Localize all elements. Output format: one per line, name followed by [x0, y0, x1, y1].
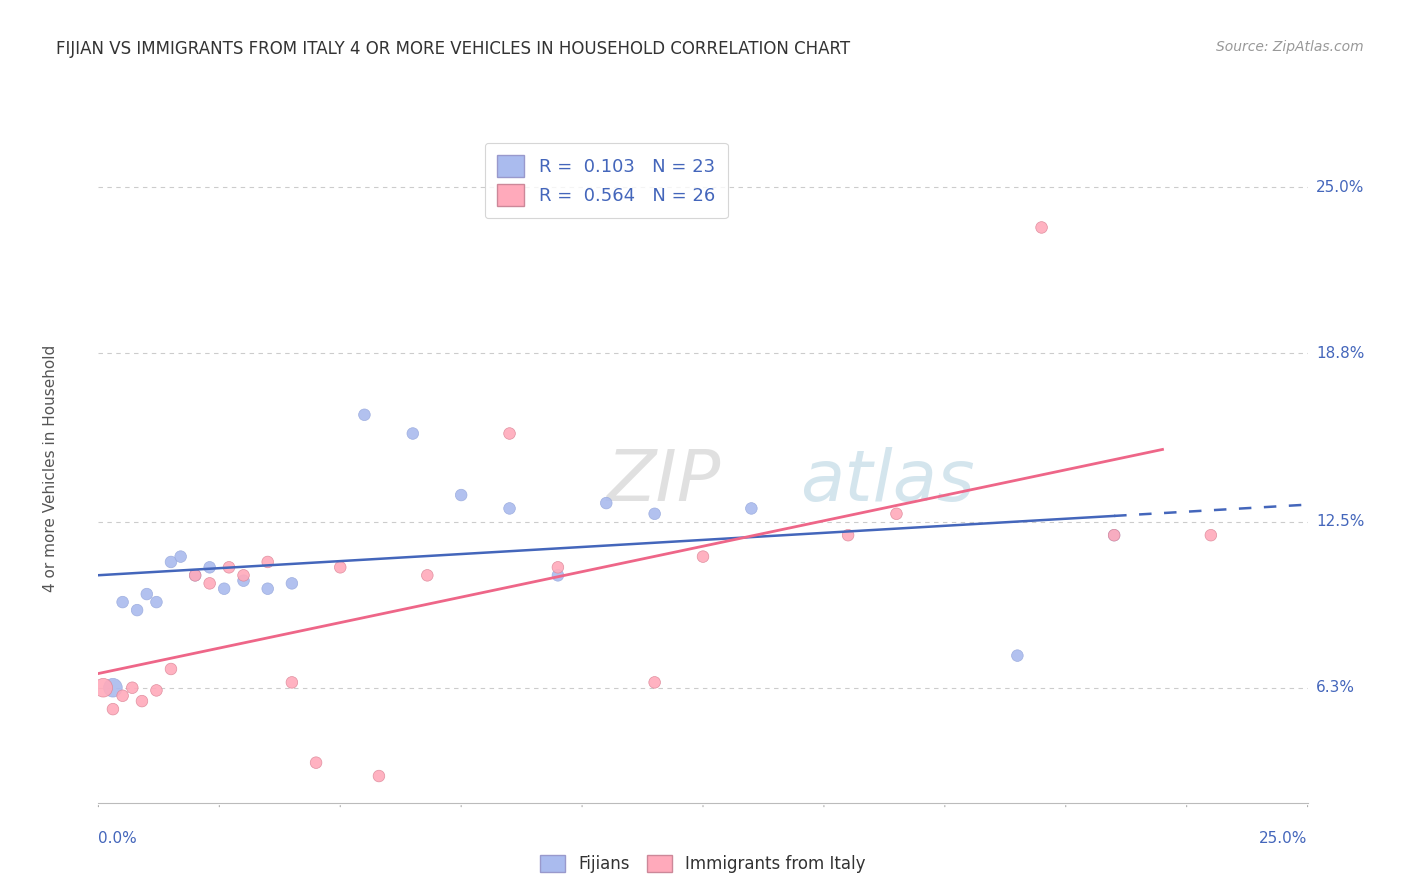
Point [547, 568, 569, 582]
Text: 6.3%: 6.3% [1316, 681, 1355, 695]
Point [218, 560, 240, 574]
Point [547, 560, 569, 574]
Text: 25.0%: 25.0% [1316, 180, 1364, 194]
Point [416, 568, 439, 582]
Point [198, 560, 221, 574]
Point [212, 582, 235, 596]
Point [145, 595, 167, 609]
Point [184, 568, 207, 582]
Point [127, 603, 149, 617]
Point [498, 501, 520, 516]
Point [498, 426, 520, 441]
Point [145, 683, 167, 698]
Point [1102, 528, 1125, 542]
Text: atlas: atlas [800, 447, 974, 516]
Point [121, 681, 143, 695]
Point [91, 681, 114, 695]
Point [644, 507, 666, 521]
Point [281, 576, 304, 591]
Text: Source: ZipAtlas.com: Source: ZipAtlas.com [1216, 40, 1364, 54]
Point [111, 595, 134, 609]
Point [111, 689, 134, 703]
Point [305, 756, 328, 770]
Point [184, 568, 207, 582]
Point [160, 662, 183, 676]
Point [740, 501, 762, 516]
Point [135, 587, 157, 601]
Text: 18.8%: 18.8% [1316, 346, 1364, 360]
Point [101, 702, 124, 716]
Point [169, 549, 191, 564]
Text: ZIP: ZIP [606, 447, 721, 516]
Point [256, 555, 278, 569]
Point [353, 408, 375, 422]
Point [256, 582, 278, 596]
Point [160, 555, 183, 569]
Point [402, 426, 425, 441]
Text: 4 or more Vehicles in Household: 4 or more Vehicles in Household [42, 344, 58, 592]
Point [281, 675, 304, 690]
Legend: Fijians, Immigrants from Italy: Fijians, Immigrants from Italy [531, 847, 875, 881]
Text: 0.0%: 0.0% [98, 830, 138, 846]
Point [329, 560, 352, 574]
Point [101, 681, 124, 695]
Point [1102, 528, 1125, 542]
Point [450, 488, 472, 502]
Point [1199, 528, 1222, 542]
Point [368, 769, 391, 783]
Point [692, 549, 714, 564]
Text: FIJIAN VS IMMIGRANTS FROM ITALY 4 OR MORE VEHICLES IN HOUSEHOLD CORRELATION CHAR: FIJIAN VS IMMIGRANTS FROM ITALY 4 OR MOR… [56, 40, 851, 58]
Point [1007, 648, 1029, 663]
Point [232, 568, 254, 582]
Text: 12.5%: 12.5% [1316, 515, 1364, 529]
Point [131, 694, 153, 708]
Point [886, 507, 908, 521]
Point [1031, 220, 1053, 235]
Point [644, 675, 666, 690]
Point [232, 574, 254, 588]
Text: 25.0%: 25.0% [1260, 830, 1308, 846]
Point [198, 576, 221, 591]
Point [595, 496, 617, 510]
Point [837, 528, 859, 542]
